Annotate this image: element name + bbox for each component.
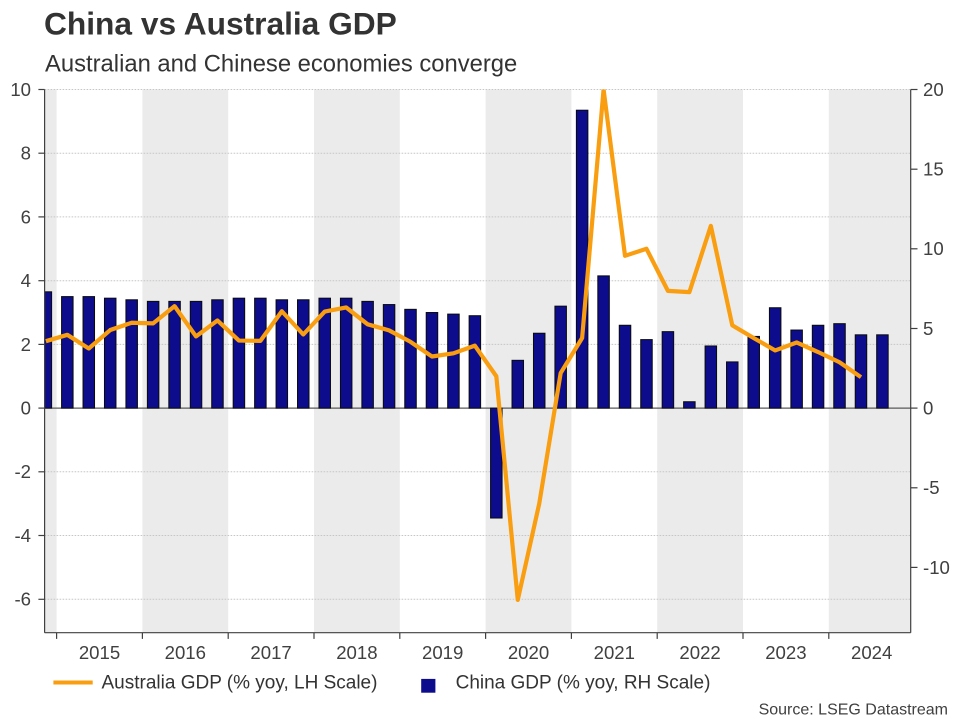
svg-text:2015: 2015 (79, 642, 120, 663)
svg-text:-5: -5 (923, 477, 940, 498)
svg-text:2024: 2024 (851, 642, 892, 663)
svg-text:2019: 2019 (422, 642, 463, 663)
svg-text:10: 10 (923, 238, 944, 259)
svg-text:0: 0 (21, 398, 31, 419)
svg-text:China vs Australia GDP: China vs Australia GDP (44, 6, 397, 42)
svg-text:Australian and Chinese economi: Australian and Chinese economies converg… (45, 51, 517, 78)
svg-text:-6: -6 (14, 589, 31, 610)
svg-text:20: 20 (923, 79, 944, 100)
svg-text:Source: LSEG Datastream: Source: LSEG Datastream (759, 702, 948, 719)
svg-text:8: 8 (21, 143, 31, 164)
svg-text:6: 6 (21, 206, 31, 227)
svg-text:China GDP (% yoy, RH Scale): China GDP (% yoy, RH Scale) (456, 673, 711, 694)
svg-text:2023: 2023 (765, 642, 806, 663)
svg-text:-4: -4 (14, 525, 31, 546)
svg-text:2021: 2021 (594, 642, 635, 663)
svg-text:15: 15 (923, 159, 944, 180)
svg-text:0: 0 (923, 398, 933, 419)
svg-text:4: 4 (21, 270, 31, 291)
svg-text:2017: 2017 (250, 642, 291, 663)
svg-text:-2: -2 (14, 461, 31, 482)
svg-text:Australia GDP (% yoy, LH Scale: Australia GDP (% yoy, LH Scale) (102, 673, 378, 694)
svg-text:5: 5 (923, 318, 933, 339)
svg-text:2020: 2020 (508, 642, 549, 663)
svg-text:2016: 2016 (165, 642, 206, 663)
svg-text:10: 10 (10, 79, 31, 100)
svg-text:2: 2 (21, 334, 31, 355)
svg-text:2018: 2018 (336, 642, 377, 663)
svg-text:-10: -10 (923, 557, 950, 578)
svg-text:2022: 2022 (679, 642, 720, 663)
